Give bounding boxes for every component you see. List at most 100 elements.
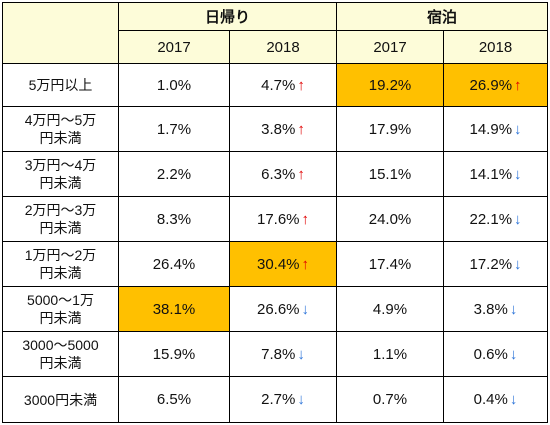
row-label: 5万円以上 xyxy=(2,63,119,107)
row-label: 3000円未満 xyxy=(2,376,119,423)
percent-value: 4.7% xyxy=(261,76,296,94)
percent-value: 38.1% xyxy=(152,300,196,318)
percent-value: 0.4% xyxy=(473,391,508,408)
year-header-overnight-2017: 2017 xyxy=(336,30,445,64)
year-header-daytrip-2017: 2017 xyxy=(118,30,230,64)
row-label-line: 2万円～3万 xyxy=(24,202,97,218)
table-row: 1万円～2万 円未満 26.4% 30.4% ↑ 17.4% 17.2% ↓ xyxy=(2,241,549,287)
table-row: 4万円～5万 円未満 1.7% 3.8% ↑ 17.9% 14.9% ↓ xyxy=(2,106,549,152)
row-label: 5000～1万 円未満 xyxy=(2,286,119,332)
table-row: 5万円以上 1.0% 4.7% ↑ 19.2% 26.9% ↑ xyxy=(2,63,549,107)
daytrip-2017-cell: 38.1% xyxy=(118,286,230,332)
row-label-line: 5000～1万 xyxy=(27,292,94,308)
table-row: 2万円～3万 円未満 8.3% 17.6% ↑ 24.0% 22.1% ↓ xyxy=(2,196,549,242)
row-label: 3万円～4万 円未満 xyxy=(2,151,119,197)
overnight-2018-cell: 22.1% ↓ xyxy=(443,196,549,242)
daytrip-2017-cell: 15.9% xyxy=(118,331,230,377)
row-label-line: 4万円～5万 xyxy=(24,112,97,128)
percent-value: 2.7% xyxy=(261,391,296,408)
overnight-2017-cell: 1.1% xyxy=(336,331,445,377)
percent-value: 19.2% xyxy=(368,76,412,94)
row-label: 3000～5000 円未満 xyxy=(2,331,119,377)
overnight-2018-cell: 3.8% ↓ xyxy=(443,286,549,332)
daytrip-2017-cell: 6.5% xyxy=(118,376,230,423)
percent-value: 8.3% xyxy=(156,210,192,228)
arrow-down-icon: ↓ xyxy=(514,120,522,138)
year-header-daytrip-2018: 2018 xyxy=(228,30,338,64)
row-label-line: 3万円～4万 xyxy=(24,157,97,173)
percent-value: 15.1% xyxy=(368,165,412,183)
overnight-2017-cell: 19.2% xyxy=(336,63,445,107)
overnight-2018-cell: 26.9% ↑ xyxy=(443,63,549,107)
arrow-up-icon: ↑ xyxy=(297,120,305,138)
row-label-line: 円未満 xyxy=(39,310,82,326)
row-label-line: 円未満 xyxy=(39,265,82,281)
percent-value: 7.8% xyxy=(261,345,296,363)
overnight-2017-cell: 24.0% xyxy=(336,196,445,242)
group-header-daytrip: 日帰り xyxy=(117,2,338,31)
daytrip-2018-cell: 4.7% ↑ xyxy=(228,63,338,107)
daytrip-2018-cell: 26.6% ↓ xyxy=(228,286,338,332)
table-row: 3000円未満 6.5% 2.7% ↓ 0.7% 0.4% ↓ xyxy=(2,376,549,423)
overnight-2018-cell: 14.9% ↓ xyxy=(443,106,549,152)
percent-value: 17.6% xyxy=(256,210,300,228)
arrow-up-icon: ↑ xyxy=(297,165,305,183)
daytrip-2018-cell: 2.7% ↓ xyxy=(228,376,338,423)
percent-value: 15.9% xyxy=(152,345,196,363)
arrow-down-icon: ↓ xyxy=(509,345,518,363)
row-label-line: 円未満 xyxy=(39,355,82,371)
overnight-2018-cell: 0.4% ↓ xyxy=(443,376,549,423)
arrow-down-icon: ↓ xyxy=(514,210,522,228)
row-label-line: 円未満 xyxy=(39,175,82,191)
row-label-line: 5万円以上 xyxy=(28,77,93,93)
daytrip-2018-cell: 3.8% ↑ xyxy=(228,106,338,152)
row-label: 2万円～3万 円未満 xyxy=(2,196,119,242)
percent-value: 6.3% xyxy=(261,165,296,183)
percent-value: 26.4% xyxy=(152,255,196,273)
daytrip-2017-cell: 1.7% xyxy=(118,106,230,152)
percent-value: 3.8% xyxy=(473,300,508,318)
arrow-up-icon: ↑ xyxy=(301,210,310,228)
row-label-line: 円未満 xyxy=(39,130,82,146)
arrow-up-icon: ↑ xyxy=(514,76,522,94)
overnight-2018-cell: 0.6% ↓ xyxy=(443,331,549,377)
percent-value: 0.7% xyxy=(372,391,408,408)
row-label: 4万円～5万 円未満 xyxy=(2,106,119,152)
overnight-2018-cell: 17.2% ↓ xyxy=(443,241,549,287)
percent-value: 17.4% xyxy=(368,255,412,273)
arrow-down-icon: ↓ xyxy=(509,300,518,318)
percent-value: 26.9% xyxy=(469,76,513,94)
overnight-2017-cell: 0.7% xyxy=(336,376,445,423)
percent-value: 24.0% xyxy=(368,210,412,228)
daytrip-2017-cell: 8.3% xyxy=(118,196,230,242)
percent-value: 0.6% xyxy=(473,345,508,363)
table-row: 5000～1万 円未満 38.1% 26.6% ↓ 4.9% 3.8% ↓ xyxy=(2,286,549,332)
year-header-overnight-2018: 2018 xyxy=(443,30,549,64)
overnight-2017-cell: 17.9% xyxy=(336,106,445,152)
arrow-down-icon: ↓ xyxy=(301,300,310,318)
percent-value: 1.0% xyxy=(156,76,192,94)
daytrip-2017-cell: 26.4% xyxy=(118,241,230,287)
group-header-overnight: 宿泊 xyxy=(336,2,549,31)
table-row: 3000～5000 円未満 15.9% 7.8% ↓ 1.1% 0.6% ↓ xyxy=(2,331,549,377)
header-year-row: 2017 2018 2017 2018 xyxy=(3,30,549,64)
percent-value: 14.1% xyxy=(469,165,513,183)
overnight-2017-cell: 4.9% xyxy=(336,286,445,332)
daytrip-2018-cell: 17.6% ↑ xyxy=(228,196,338,242)
overnight-2017-cell: 15.1% xyxy=(336,151,445,197)
daytrip-2018-cell: 7.8% ↓ xyxy=(228,331,338,377)
daytrip-2018-cell: 30.4% ↑ xyxy=(228,241,338,287)
percent-value: 2.2% xyxy=(156,165,192,183)
daytrip-2018-cell: 6.3% ↑ xyxy=(228,151,338,197)
row-label-line: 1万円～2万 xyxy=(24,247,97,263)
percent-value: 4.9% xyxy=(372,300,408,318)
overnight-2018-cell: 14.1% ↓ xyxy=(443,151,549,197)
percent-value: 30.4% xyxy=(256,255,300,273)
percent-value: 17.2% xyxy=(469,255,513,273)
row-label: 1万円～2万 円未満 xyxy=(2,241,119,287)
daytrip-2017-cell: 2.2% xyxy=(118,151,230,197)
table-body: 5万円以上 1.0% 4.7% ↑ 19.2% 26.9% ↑ 4万円～5万 円未満 1.7% 3.… xyxy=(2,63,549,423)
overnight-2017-cell: 17.4% xyxy=(336,241,445,287)
daytrip-2017-cell: 1.0% xyxy=(118,63,230,107)
arrow-down-icon: ↓ xyxy=(514,165,522,183)
